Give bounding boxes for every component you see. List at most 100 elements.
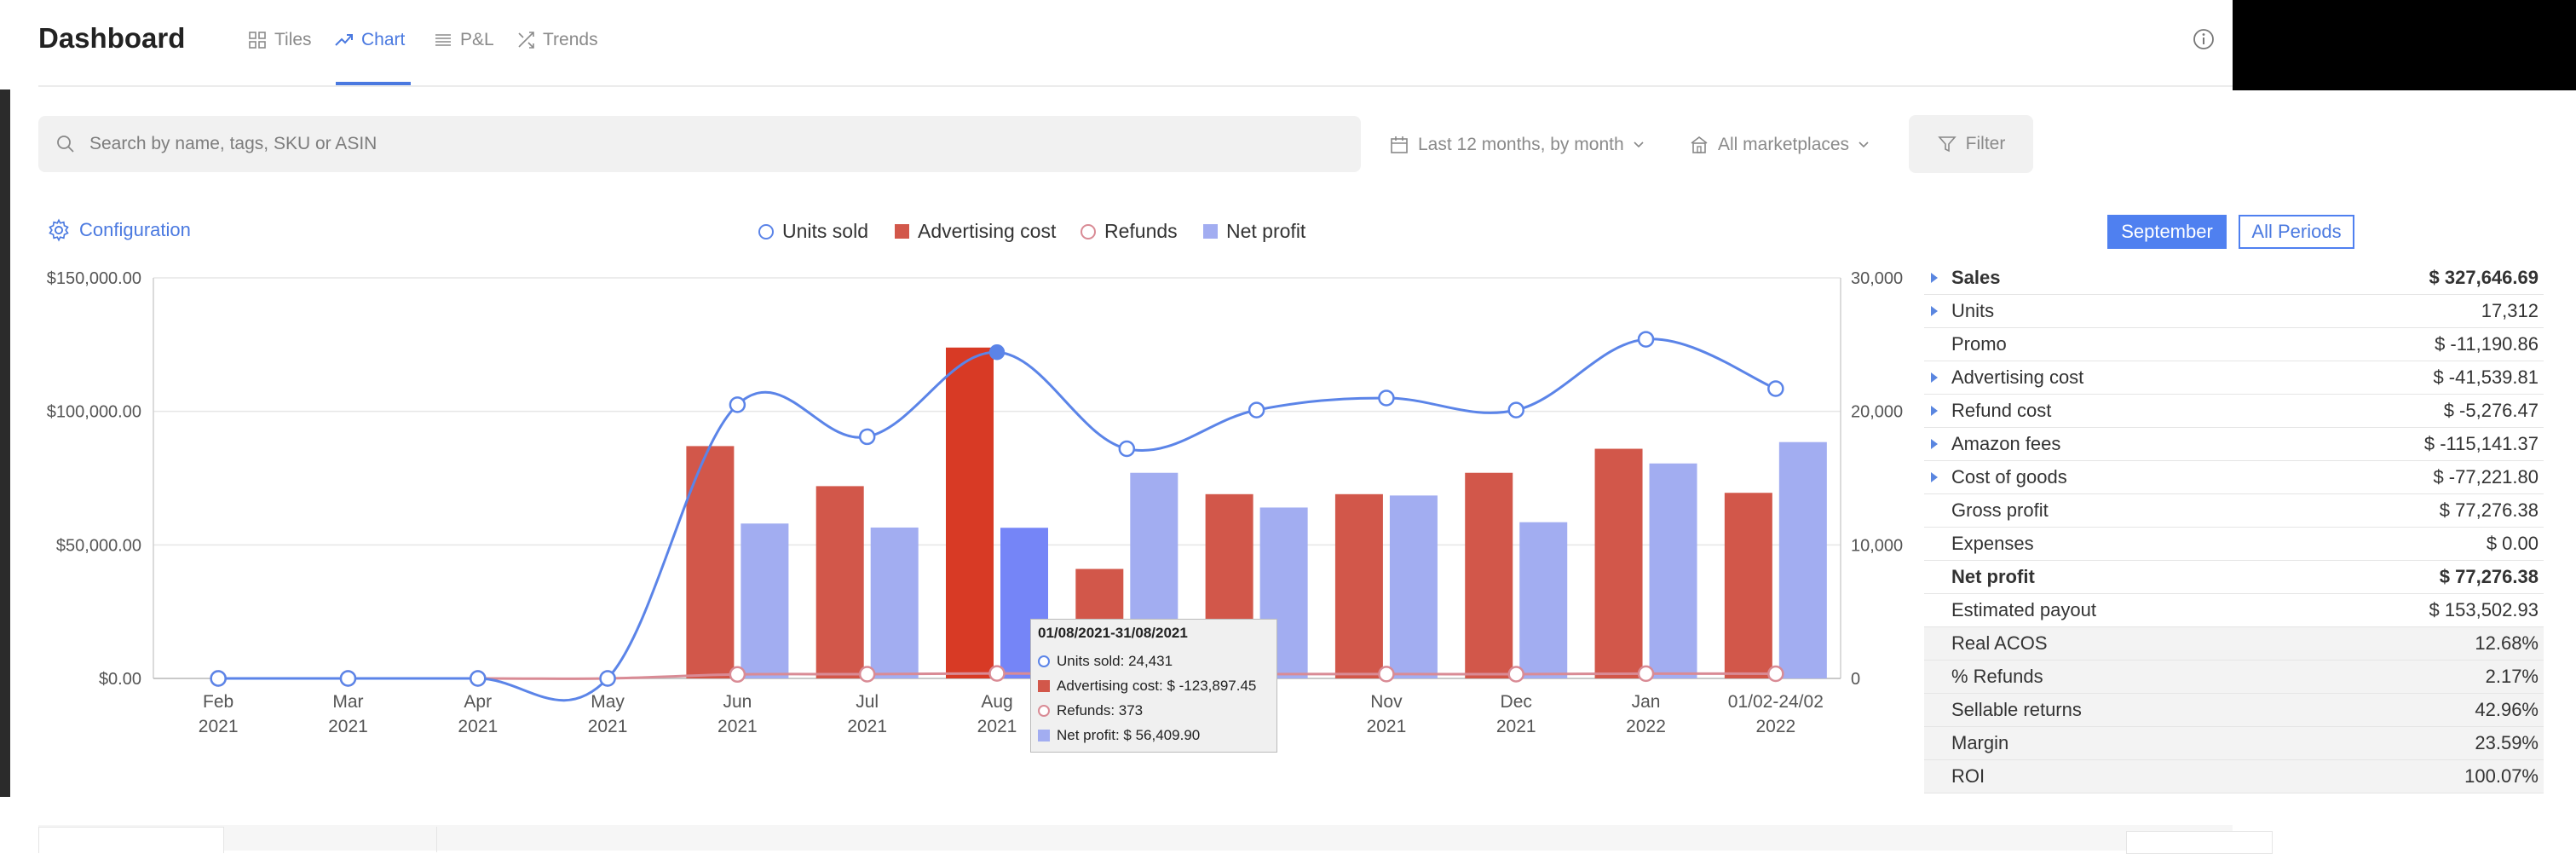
grid-icon [249,32,266,49]
tooltip-units: Units sold: 24,431 [1057,652,1173,669]
summary-value: 12.68% [2475,632,2539,654]
calendar-icon [1391,136,1408,153]
tab-label: Trends [543,30,598,49]
bar-net-profit [741,523,789,678]
y-left-tick-label: $50,000.00 [56,536,141,555]
summary-value: $ 77,276.38 [2439,566,2539,587]
tooltip-net-profit: Net profit: $ 56,409.90 [1057,726,1201,743]
configuration-label: Configuration [79,219,191,240]
filter-button[interactable]: Filter [1909,115,2033,173]
page-title: Dashboard [38,22,186,54]
info-icon[interactable] [2193,28,2215,50]
point-refunds [1767,665,1784,683]
marketplace-dropdown[interactable]: All marketplaces [1689,128,1870,162]
y-right-tick-label: 10,000 [1851,536,1903,555]
all-periods-button[interactable]: All Periods [2239,215,2354,249]
point-units-sold [988,343,1006,361]
summary-value: $ -11,190.86 [2435,333,2539,355]
summary-label: Margin [1951,732,2009,753]
point-refunds [1507,666,1524,683]
summary-label: Sales [1951,267,2001,288]
left-edge-strip [0,89,10,797]
active-tab-indicator [336,82,411,85]
summary-value: 100.07% [2464,765,2539,787]
x-tick-year: 2021 [328,717,368,736]
summary-row: Margin 23.59% [1924,727,2544,760]
legend-net-profit[interactable]: Net profit [1203,220,1305,243]
configuration-link[interactable]: Configuration [47,218,191,242]
x-tick-label: Jun [723,692,752,712]
point-units-sold [339,670,357,687]
y-left-tick-label: $100,000.00 [47,403,141,422]
tooltip-row: Advertising cost: $ -123,897.45 [1038,673,1270,698]
legend-advertising-cost[interactable]: Advertising cost [895,220,1056,243]
summary-row[interactable]: Refund cost $ -5,276.47 [1924,395,2544,428]
y-right-tick-label: 20,000 [1851,403,1903,422]
expand-caret-icon[interactable] [1931,273,1938,283]
bottom-tab-1[interactable] [38,827,224,853]
chart-canvas[interactable]: $0.00 $50,000.00 $100,000.00 $150,000.00 0 10… [0,256,1917,750]
tab-pl[interactable]: P&L [433,26,494,55]
legend-units-sold[interactable]: Units sold [758,220,868,243]
tooltip-refunds: Refunds: 373 [1057,701,1144,718]
legend-circle-icon [1081,223,1096,239]
expand-caret-icon[interactable] [1931,472,1938,482]
period-dropdown[interactable]: Last 12 months, by month [1389,128,1645,162]
expand-caret-icon[interactable] [1931,406,1938,416]
tab-tiles[interactable]: Tiles [247,26,312,55]
trend-icon [335,34,353,46]
black-overlay [2233,0,2576,90]
search-bar[interactable] [38,116,1361,172]
summary-row: Real ACOS 12.68% [1924,627,2544,661]
legend-label: Advertising cost [918,220,1057,242]
period-label: Last 12 months, by month [1418,135,1624,154]
summary-label: Refund cost [1951,400,2052,421]
x-tick-year: 2021 [199,717,239,736]
point-refunds [988,665,1006,682]
point-units-sold [1248,401,1265,418]
list-icon [435,34,451,46]
tab-trends[interactable]: Trends [516,26,598,55]
chevron-down-icon [1859,141,1869,148]
point-units-sold [1637,331,1655,348]
bar-advertising-cost [1724,493,1772,678]
bottom-tab-control[interactable] [2126,831,2273,854]
summary-value: 17,312 [2481,300,2539,321]
summary-row[interactable]: Sales $ 327,646.69 [1924,262,2544,295]
summary-label: Estimated payout [1951,599,2096,620]
bar-net-profit [1519,522,1568,678]
x-tick-year: 2021 [588,717,628,736]
x-tick-year: 2021 [458,717,498,736]
expand-caret-icon[interactable] [1931,439,1938,449]
summary-value: 2.17% [2485,666,2539,687]
summary-label: Real ACOS [1951,632,2048,654]
summary-row[interactable]: Units 17,312 [1924,295,2544,328]
x-tick-label: Dec [1501,692,1532,712]
tab-chart[interactable]: Chart [334,26,405,55]
september-button[interactable]: September [2107,215,2227,249]
point-units-sold [1767,380,1784,397]
summary-row[interactable]: Advertising cost $ -41,539.81 [1924,361,2544,395]
chart-tooltip: 01/08/2021-31/08/2021 Units sold: 24,431… [1030,619,1277,753]
summary-label: Expenses [1951,533,2034,554]
point-units-sold [470,670,487,687]
x-tick-year: 2021 [977,717,1017,736]
bar-net-profit [1778,441,1827,678]
x-tick-label: Mar [332,692,363,712]
legend-label: Net profit [1226,220,1306,242]
tooltip-row: Units sold: 24,431 [1038,649,1270,673]
point-units-sold [729,396,746,413]
search-input[interactable] [88,133,1284,155]
expand-caret-icon[interactable] [1931,372,1938,383]
summary-row[interactable]: Amazon fees $ -115,141.37 [1924,428,2544,461]
expand-caret-icon[interactable] [1931,306,1938,316]
summary-row[interactable]: Cost of goods $ -77,221.80 [1924,461,2544,494]
summary-label: % Refunds [1951,666,2043,687]
legend-refunds[interactable]: Refunds [1081,220,1178,243]
legend-circle-icon [758,223,774,239]
summary-row: Gross profit $ 77,276.38 [1924,494,2544,528]
tooltip-row: Refunds: 373 [1038,698,1270,723]
bottom-tab-2[interactable] [223,827,437,852]
gear-icon [49,218,69,242]
summary-label: Gross profit [1951,499,2049,521]
